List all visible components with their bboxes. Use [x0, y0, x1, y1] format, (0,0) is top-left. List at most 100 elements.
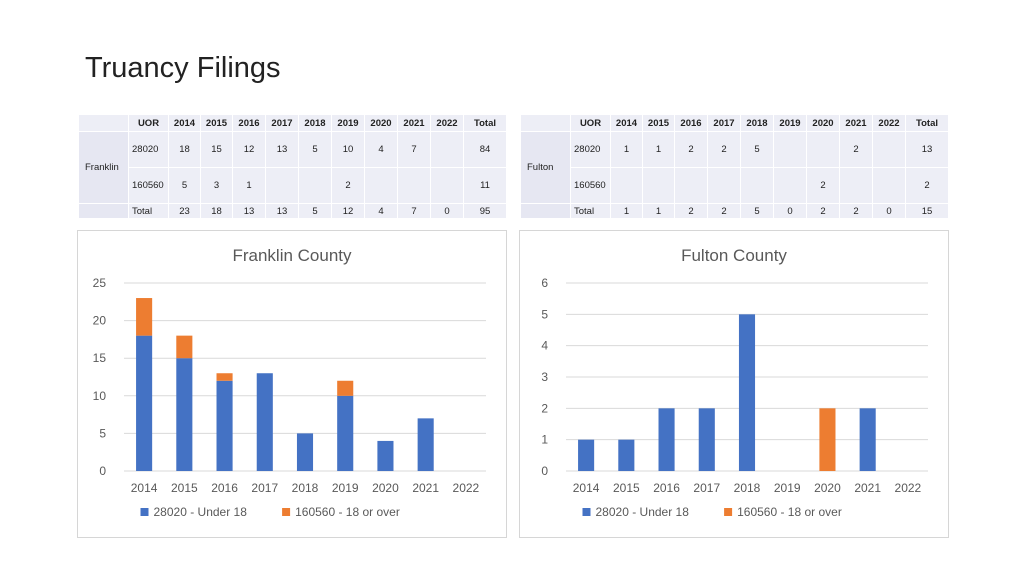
x-tick-label: 2015: [613, 481, 640, 495]
y-tick-label: 5: [99, 426, 106, 440]
table-cell: 12: [232, 131, 266, 168]
legend-swatch: [282, 508, 291, 516]
table-cell: 2: [707, 131, 741, 168]
table-row: 160560 5 3 1 2 11: [79, 167, 507, 204]
franklin-table: UOR 2014 2015 2016 2017 2018 2019 2020 2…: [78, 114, 507, 219]
y-tick-label: 3: [541, 370, 548, 384]
legend-swatch: [140, 508, 149, 516]
bar: [176, 358, 193, 471]
table-cell: 10: [331, 131, 365, 168]
total-cell: 7: [397, 203, 431, 219]
total-cell: 2: [839, 203, 873, 219]
table-header: 2017: [265, 114, 299, 132]
table-cell: [265, 167, 299, 204]
table-cell: [430, 167, 464, 204]
table-row: Fulton 28020 1 1 2 2 5 2 13: [520, 131, 949, 204]
table-cell: 2: [674, 131, 708, 168]
total-cell: 5: [740, 203, 774, 219]
total-cell: 12: [331, 203, 365, 219]
bar: [819, 408, 836, 471]
legend-label: 28020 - Under 18: [596, 505, 690, 519]
x-tick-label: 2021: [854, 481, 881, 495]
y-tick-label: 25: [93, 276, 107, 290]
x-tick-label: 2014: [573, 481, 600, 495]
y-tick-label: 5: [541, 307, 548, 321]
bar: [658, 408, 675, 471]
table-cell: 3: [200, 167, 233, 204]
total-cell: 18: [200, 203, 233, 219]
legend-label: 160560 - 18 or over: [295, 505, 400, 519]
total-cell: 23: [168, 203, 201, 219]
table-cell: 13: [905, 131, 949, 168]
total-cell: 13: [265, 203, 299, 219]
x-tick-label: 2019: [332, 481, 359, 495]
table-header: 2020: [806, 114, 840, 132]
table-cell: 15: [200, 131, 233, 168]
table-cell: [872, 167, 906, 204]
bar: [296, 433, 314, 471]
x-tick-label: 2022: [453, 481, 480, 495]
table-header: 2022: [430, 114, 464, 132]
legend-label: 28020 - Under 18: [154, 505, 248, 519]
fulton-chart-panel: Fulton County 0 1 2 3 4 5 6 2014 2015 2016 2017 2018…: [519, 230, 949, 538]
total-cell: 0: [773, 203, 807, 219]
bar: [256, 373, 273, 471]
table-cell: 13: [265, 131, 299, 168]
county-label: Franklin: [78, 131, 129, 204]
y-tick-label: 4: [541, 339, 548, 353]
table-cell: [707, 167, 741, 204]
bar: [136, 335, 153, 471]
fulton-table: UOR 2014 2015 2016 2017 2018 2019 2020 2…: [520, 114, 949, 219]
x-tick-label: 2016: [653, 481, 680, 495]
bar: [337, 395, 354, 471]
table-header: Total: [463, 114, 507, 132]
total-cell: 2: [674, 203, 708, 219]
table-header: 2014: [168, 114, 201, 132]
table-cell: 5: [168, 167, 201, 204]
table-header: 2021: [839, 114, 873, 132]
total-label: Total: [570, 203, 611, 219]
y-tick-label: 2: [541, 401, 548, 415]
bar: [176, 335, 193, 359]
bar: [738, 314, 756, 471]
table-header: Total: [905, 114, 949, 132]
total-cell: 15: [905, 203, 949, 219]
total-cell: 95: [463, 203, 507, 219]
y-tick-label: 6: [541, 276, 548, 290]
legend-swatch: [724, 508, 733, 516]
table-cell: 5: [298, 131, 332, 168]
bar: [216, 380, 233, 471]
table-cell: 2: [806, 167, 840, 204]
page-title: Truancy Filings: [85, 52, 281, 84]
table-header: 2017: [707, 114, 741, 132]
table-header: 2016: [232, 114, 266, 132]
table-cell: 11: [463, 167, 507, 204]
legend-label: 160560 - 18 or over: [737, 505, 842, 519]
franklin-county-chart: Franklin County 0 5 10 15 20 25 2014 2015 2016 201…: [93, 246, 486, 519]
total-cell: 13: [232, 203, 266, 219]
table-header: 2019: [773, 114, 807, 132]
x-tick-label: 2016: [211, 481, 238, 495]
county-label: Fulton: [520, 131, 571, 204]
table-header: UOR: [570, 114, 611, 132]
x-tick-label: 2020: [814, 481, 841, 495]
x-tick-label: 2018: [734, 481, 761, 495]
table-cell: 84: [463, 131, 507, 168]
table-header-row: UOR 2014 2015 2016 2017 2018 2019 2020 2…: [78, 114, 507, 132]
total-cell: 1: [642, 203, 675, 219]
x-tick-label: 2020: [372, 481, 399, 495]
chart-title: Fulton County: [681, 246, 787, 265]
table-cell: [430, 131, 464, 168]
uor-cell: 28020: [570, 131, 611, 168]
table-cell: 1: [232, 167, 266, 204]
table-cell: [397, 167, 431, 204]
x-tick-label: 2014: [131, 481, 158, 495]
bar: [859, 408, 876, 471]
table-blank-cell: [78, 203, 129, 219]
table-corner-cell: [78, 114, 129, 132]
bar: [136, 298, 153, 336]
table-cell: [674, 167, 708, 204]
table-total-row: Total 23 18 13 13 5 12 4 7 0 95: [78, 203, 507, 219]
table-cell: [740, 167, 774, 204]
x-tick-label: 2019: [774, 481, 801, 495]
